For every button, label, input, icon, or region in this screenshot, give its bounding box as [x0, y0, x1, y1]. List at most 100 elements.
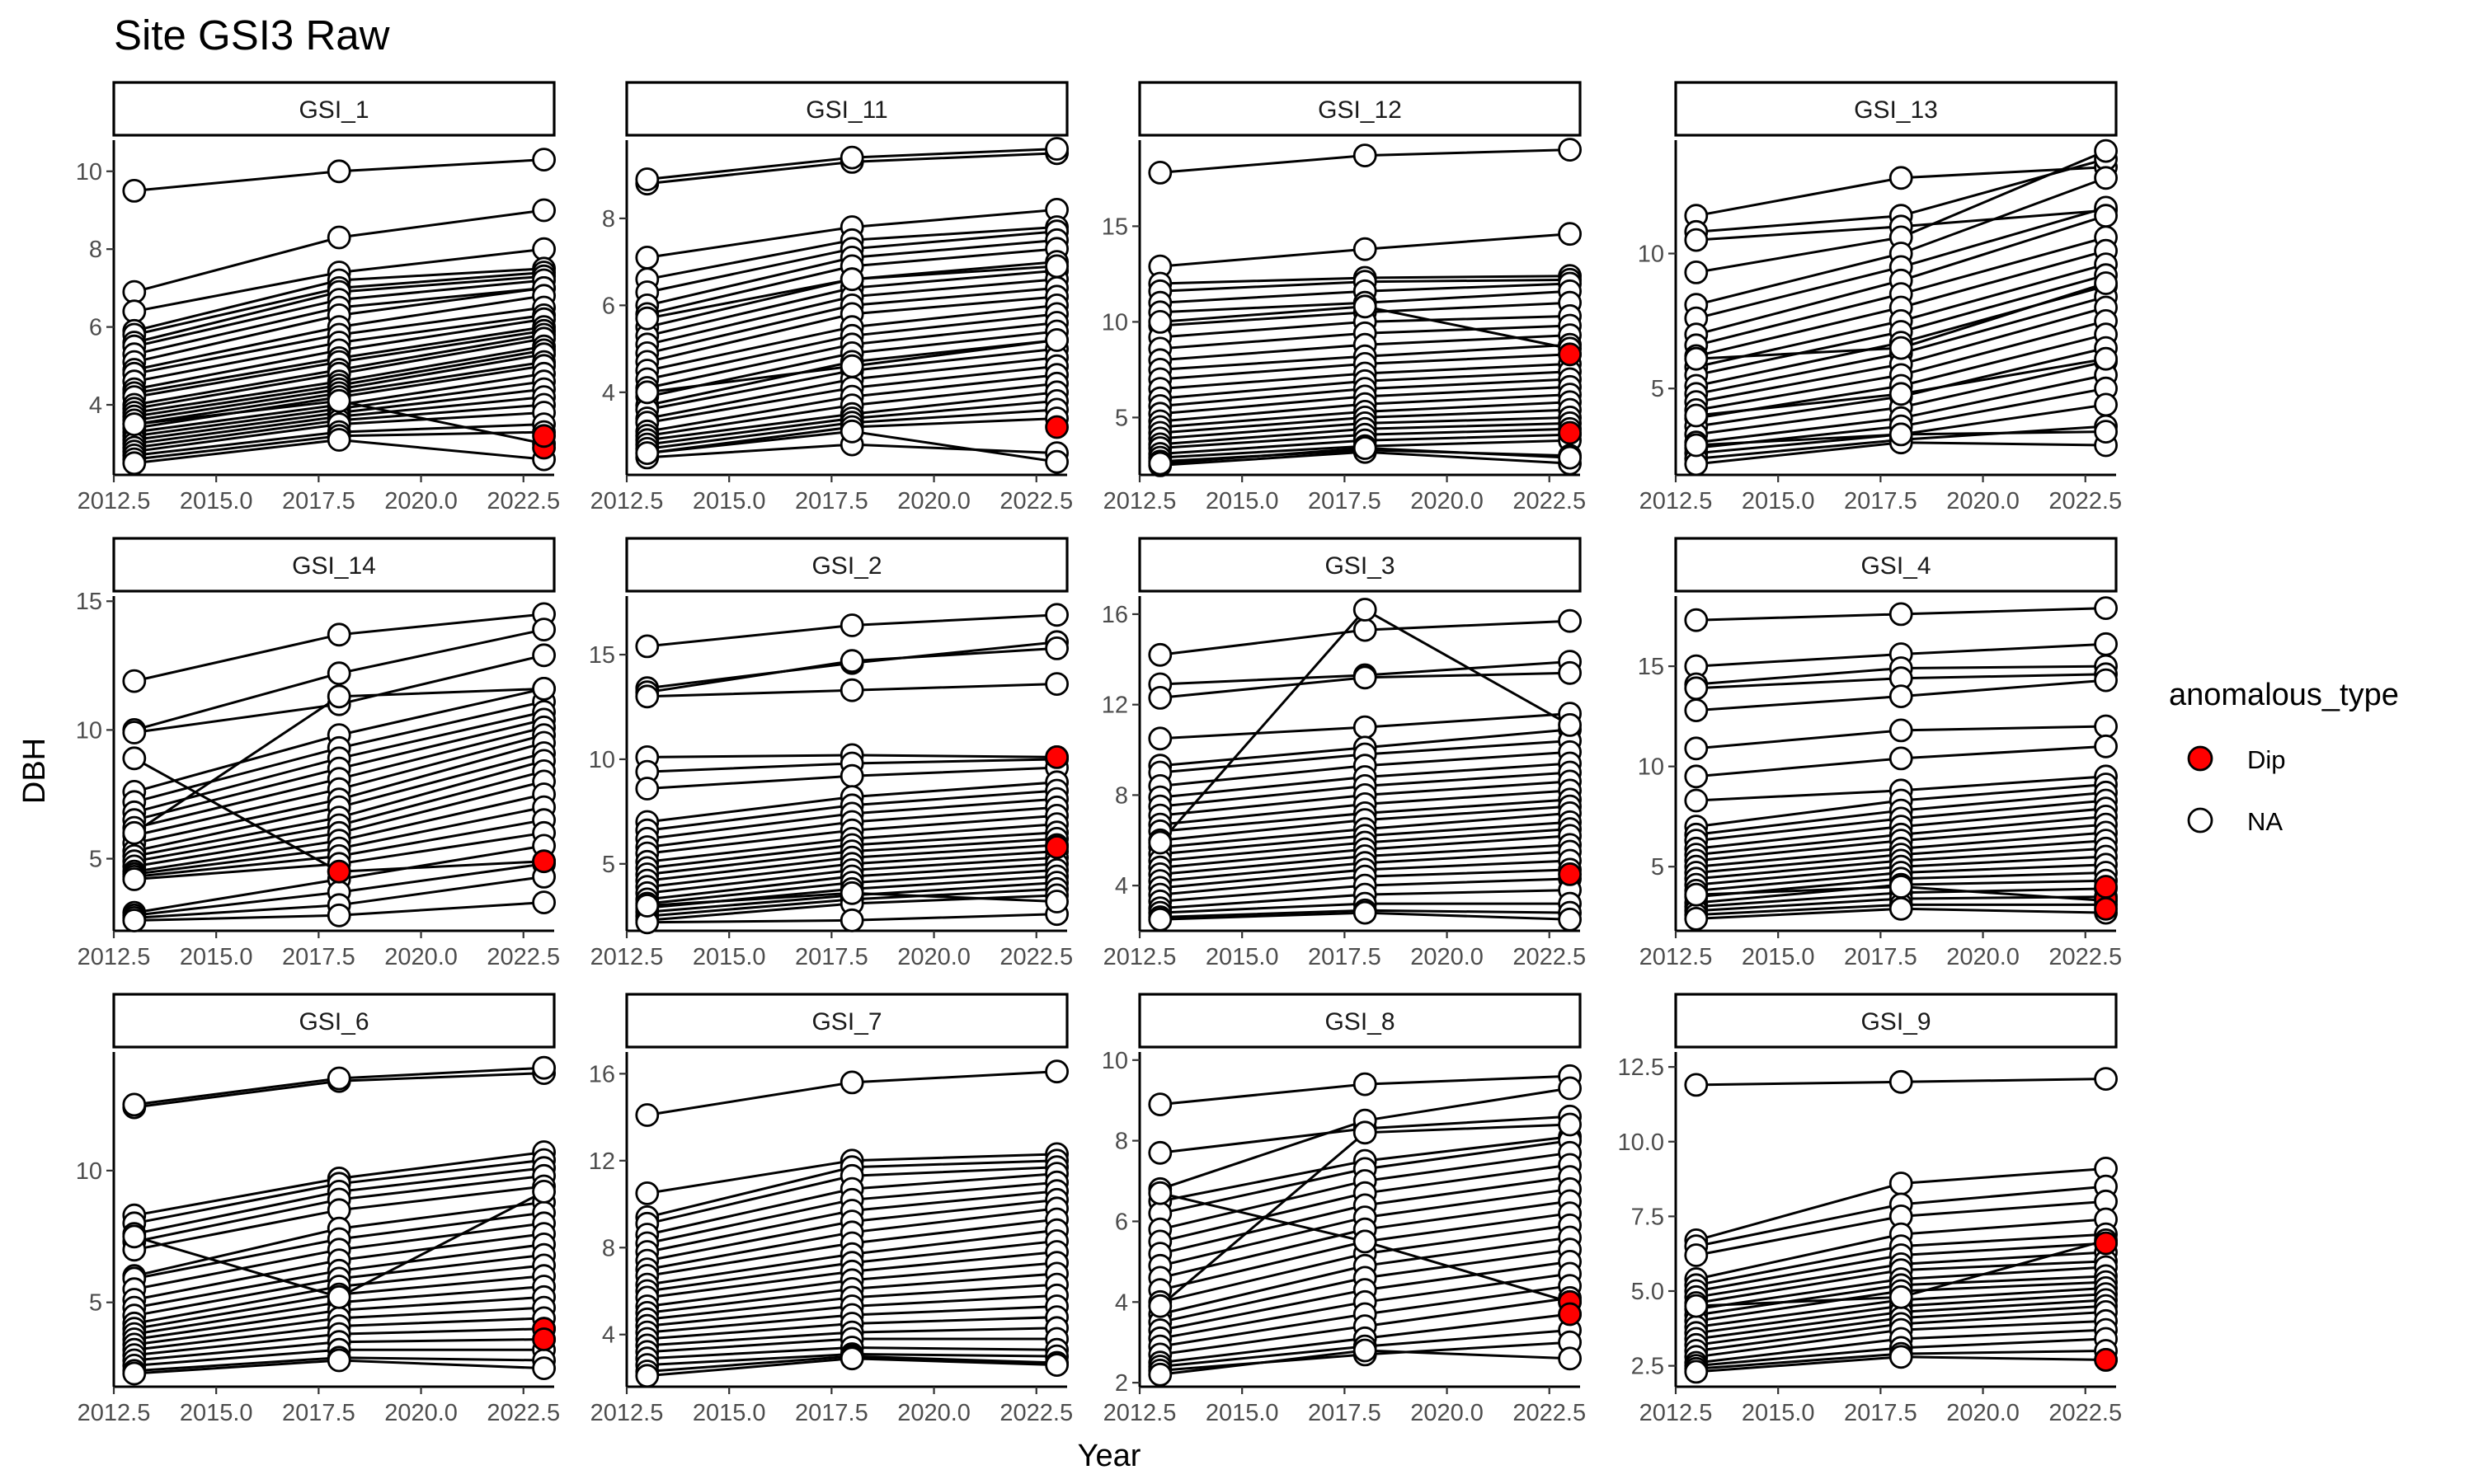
strip-label-gsi-2: GSI_2	[811, 552, 882, 580]
y-tick-label-gsi-4-2: 15	[1638, 654, 1664, 680]
point-na-gsi-4-6-0	[1684, 764, 1709, 789]
y-tick-label-gsi-7-3: 16	[589, 1061, 615, 1087]
x-tick-label-gsi-4-4: 2022.5	[2048, 944, 2122, 970]
point-na-gsi-1-1-1	[327, 225, 351, 250]
x-tick-label-gsi-7-3: 2020.0	[897, 1400, 971, 1426]
x-tick-label-gsi-9-3: 2020.0	[1946, 1400, 2020, 1426]
y-tick-label-gsi-2-1: 10	[589, 747, 615, 773]
point-na-gsi-1-2-0	[122, 299, 147, 324]
x-tick-label-gsi-13-4: 2022.5	[2048, 488, 2122, 514]
y-tick-label-gsi-11-1: 6	[602, 293, 615, 319]
point-na-gsi-4-6-2	[2094, 734, 2119, 758]
point-na-gsi-7-24-1	[840, 1346, 864, 1371]
point-na-gsi-7-1-0	[635, 1181, 660, 1205]
point-na-gsi-7-0-2	[1045, 1059, 1069, 1084]
point-na-gsi-9-3-0	[1684, 1243, 1709, 1267]
y-tick-label-gsi-1-1: 6	[89, 315, 102, 341]
point-dip-gsi-12-0	[1558, 420, 1582, 445]
point-na-gsi-4-25-0	[1684, 882, 1709, 907]
y-tick-label-gsi-9-0: 2.5	[1631, 1354, 1664, 1380]
point-na-gsi-6-24-1	[327, 1284, 351, 1309]
x-axis-title: Year	[1078, 1439, 1141, 1473]
panel-gsi-12: GSI_12 5 10 15 2012.5 2015.0 2017.5 2020.0 2022.…	[1102, 81, 1586, 514]
x-tick-label-gsi-11-3: 2020.0	[897, 488, 971, 514]
point-na-gsi-12-0-0	[1148, 160, 1173, 185]
point-dip-gsi-3-0	[1558, 862, 1582, 886]
x-tick-label-gsi-6-4: 2022.5	[487, 1400, 560, 1426]
strip-label-gsi-6: GSI_6	[299, 1008, 369, 1036]
legend-title: anomalous_type	[2169, 678, 2399, 712]
y-tick-label-gsi-12-1: 10	[1102, 309, 1128, 336]
strip-label-gsi-11: GSI_11	[806, 96, 888, 124]
point-na-gsi-13-25-1	[1888, 382, 1913, 406]
point-na-gsi-3-0-0	[1148, 642, 1173, 667]
point-na-gsi-8-22-1	[1352, 1229, 1377, 1254]
y-tick-label-gsi-8-3: 8	[1115, 1129, 1128, 1155]
y-tick-label-gsi-11-2: 8	[602, 206, 615, 232]
x-tick-label-gsi-4-0: 2012.5	[1639, 944, 1713, 970]
x-tick-label-gsi-9-4: 2022.5	[2048, 1400, 2122, 1426]
point-na-gsi-1-1-0	[122, 279, 147, 304]
chart-title: Site GSI3 Raw	[114, 12, 390, 59]
panel-gsi-8: GSI_8 2 4 6 8 10 2012.5 2015.0 2017.5 2020.0 2022.…	[1102, 993, 1586, 1426]
point-na-gsi-13-23-1	[1888, 422, 1913, 447]
point-dip-gsi-2-1	[1045, 835, 1069, 859]
point-na-gsi-4-3-0	[1684, 676, 1709, 701]
x-tick-label-gsi-2-3: 2020.0	[897, 944, 971, 970]
strip-label-gsi-9: GSI_9	[1860, 1008, 1931, 1036]
strip-gsi-13	[1674, 81, 2118, 137]
point-na-gsi-13-3-0	[1684, 260, 1709, 284]
y-tick-label-gsi-8-0: 2	[1115, 1370, 1128, 1397]
x-tick-label-gsi-7-0: 2012.5	[590, 1400, 664, 1426]
point-na-gsi-14-3-0	[122, 746, 147, 771]
point-na-gsi-4-25-1	[1888, 875, 1913, 899]
point-na-gsi-6-24-0	[122, 1224, 147, 1249]
point-na-gsi-2-2-1	[840, 649, 864, 674]
legend-key-na	[2187, 807, 2213, 834]
point-na-gsi-14-0-0	[122, 669, 147, 693]
strip-label-gsi-4: GSI_4	[1860, 552, 1931, 580]
x-tick-label-gsi-6-0: 2012.5	[78, 1400, 151, 1426]
x-tick-label-gsi-6-2: 2017.5	[282, 1400, 355, 1426]
x-tick-label-gsi-12-0: 2012.5	[1103, 488, 1177, 514]
point-na-gsi-3-25-1	[1352, 900, 1377, 925]
strip-label-gsi-13: GSI_13	[1854, 96, 1938, 124]
point-na-gsi-13-20-2	[2094, 392, 2119, 417]
panel-gsi-14: GSI_14 5 10 15 2012.5 2015.0 2017.5 2020.0 2022.…	[76, 537, 560, 970]
x-tick-label-gsi-14-2: 2017.5	[282, 944, 355, 970]
y-tick-label-gsi-12-0: 5	[1115, 405, 1128, 431]
point-dip-gsi-14-1	[532, 849, 556, 874]
point-dip-gsi-14-0	[327, 859, 351, 884]
point-na-gsi-14-23-1	[327, 684, 351, 709]
point-na-gsi-2-6-0	[635, 777, 660, 801]
point-na-gsi-11-27-1	[840, 419, 864, 444]
point-na-gsi-11-1-2	[1045, 137, 1069, 161]
x-tick-label-gsi-2-4: 2022.5	[999, 944, 1073, 970]
point-na-gsi-2-0-1	[840, 613, 864, 637]
point-na-gsi-8-0-0	[1148, 1092, 1173, 1116]
panel-gsi-11: GSI_11 4 6 8 2012.5 2015.0 2017.5 2020.0 2022.5	[590, 81, 1073, 514]
point-na-gsi-4-0-0	[1684, 608, 1709, 632]
y-tick-label-gsi-7-2: 12	[589, 1148, 615, 1175]
x-tick-label-gsi-2-2: 2017.5	[795, 944, 868, 970]
point-na-gsi-8-23-1	[1352, 1120, 1377, 1145]
y-tick-label-gsi-8-1: 4	[1115, 1289, 1128, 1316]
point-na-gsi-9-21-0	[1684, 1360, 1709, 1384]
strip-label-gsi-14: GSI_14	[292, 552, 376, 580]
x-tick-label-gsi-14-0: 2012.5	[78, 944, 151, 970]
point-dip-gsi-9-1	[2094, 1348, 2119, 1372]
strip-gsi-14	[112, 537, 556, 593]
point-na-gsi-11-28-1	[840, 267, 864, 292]
y-tick-label-gsi-9-2: 7.5	[1631, 1204, 1664, 1230]
x-tick-label-gsi-7-2: 2017.5	[795, 1400, 868, 1426]
x-tick-label-gsi-8-4: 2022.5	[1512, 1400, 1586, 1426]
point-na-gsi-6-23-2	[532, 1356, 556, 1380]
point-na-gsi-14-22-1	[327, 903, 351, 928]
point-dip-gsi-4-2	[2094, 896, 2119, 921]
y-tick-label-gsi-14-0: 5	[89, 847, 102, 873]
legend-key-dip	[2187, 745, 2213, 772]
point-na-gsi-6-24-2	[532, 1180, 556, 1204]
x-tick-label-gsi-13-2: 2017.5	[1844, 488, 1917, 514]
point-na-gsi-11-29-0	[635, 380, 660, 405]
